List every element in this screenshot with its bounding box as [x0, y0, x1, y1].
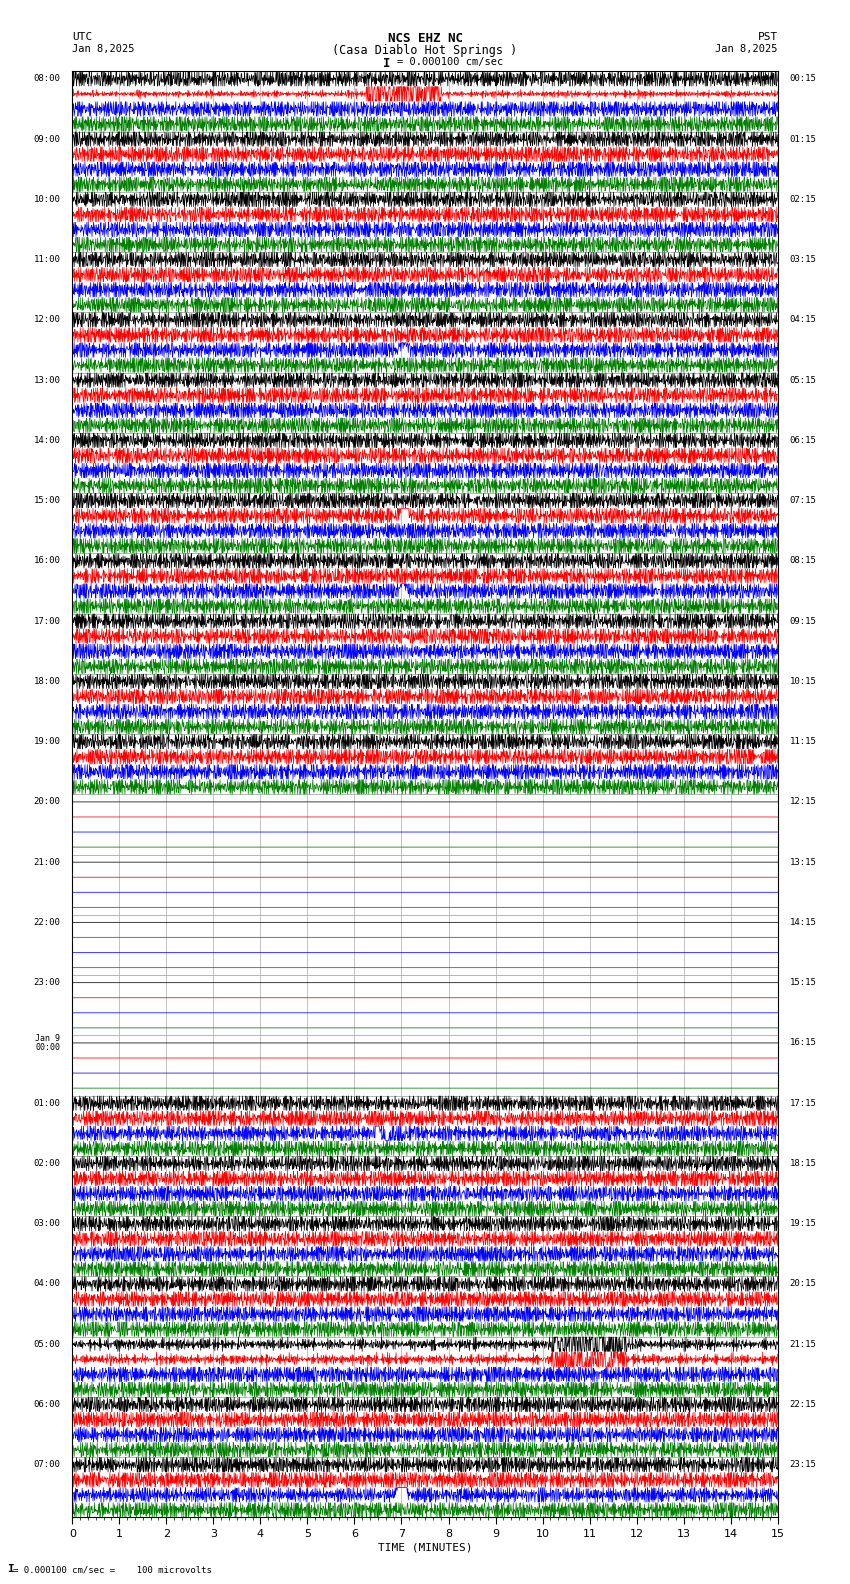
Text: Jan 8,2025: Jan 8,2025 — [715, 44, 778, 54]
Text: 04:00: 04:00 — [34, 1280, 60, 1288]
Text: 02:00: 02:00 — [34, 1159, 60, 1167]
Text: 03:00: 03:00 — [34, 1220, 60, 1228]
Text: 04:15: 04:15 — [790, 315, 816, 325]
Text: 17:15: 17:15 — [790, 1099, 816, 1107]
Text: 23:00: 23:00 — [34, 979, 60, 987]
Text: I: I — [383, 57, 390, 70]
Text: 14:15: 14:15 — [790, 917, 816, 927]
Text: 05:00: 05:00 — [34, 1340, 60, 1348]
Text: 07:15: 07:15 — [790, 496, 816, 505]
Text: 16:15: 16:15 — [790, 1039, 816, 1047]
Text: 01:15: 01:15 — [790, 135, 816, 144]
Text: = 0.000100 cm/sec: = 0.000100 cm/sec — [397, 57, 503, 67]
Text: UTC: UTC — [72, 32, 93, 41]
Text: 11:00: 11:00 — [34, 255, 60, 265]
Text: 10:15: 10:15 — [790, 676, 816, 686]
Text: 06:15: 06:15 — [790, 436, 816, 445]
Text: 15:00: 15:00 — [34, 496, 60, 505]
Text: 18:15: 18:15 — [790, 1159, 816, 1167]
Text: 09:00: 09:00 — [34, 135, 60, 144]
Text: 07:00: 07:00 — [34, 1460, 60, 1470]
Text: 03:15: 03:15 — [790, 255, 816, 265]
Text: 00:00: 00:00 — [36, 1042, 60, 1052]
Text: Jan 8,2025: Jan 8,2025 — [72, 44, 135, 54]
Text: 01:00: 01:00 — [34, 1099, 60, 1107]
Text: 23:15: 23:15 — [790, 1460, 816, 1470]
Text: 21:00: 21:00 — [34, 857, 60, 866]
Text: 06:00: 06:00 — [34, 1400, 60, 1410]
Text: 20:00: 20:00 — [34, 797, 60, 806]
Text: 13:00: 13:00 — [34, 375, 60, 385]
Text: 21:15: 21:15 — [790, 1340, 816, 1348]
Text: 15:15: 15:15 — [790, 979, 816, 987]
Text: 14:00: 14:00 — [34, 436, 60, 445]
Text: = 0.000100 cm/sec =    100 microvolts: = 0.000100 cm/sec = 100 microvolts — [13, 1565, 212, 1574]
Text: NCS EHZ NC: NCS EHZ NC — [388, 32, 462, 44]
Text: 09:15: 09:15 — [790, 616, 816, 626]
Text: 05:15: 05:15 — [790, 375, 816, 385]
Text: 11:15: 11:15 — [790, 737, 816, 746]
Text: 19:00: 19:00 — [34, 737, 60, 746]
Text: 18:00: 18:00 — [34, 676, 60, 686]
Text: 12:15: 12:15 — [790, 797, 816, 806]
X-axis label: TIME (MINUTES): TIME (MINUTES) — [377, 1543, 473, 1552]
Text: 08:00: 08:00 — [34, 74, 60, 84]
Text: 16:00: 16:00 — [34, 556, 60, 565]
Text: 02:15: 02:15 — [790, 195, 816, 204]
Text: 22:15: 22:15 — [790, 1400, 816, 1410]
Text: 12:00: 12:00 — [34, 315, 60, 325]
Text: PST: PST — [757, 32, 778, 41]
Text: 20:15: 20:15 — [790, 1280, 816, 1288]
Text: 22:00: 22:00 — [34, 917, 60, 927]
Text: 10:00: 10:00 — [34, 195, 60, 204]
Text: I: I — [7, 1565, 14, 1574]
Text: 13:15: 13:15 — [790, 857, 816, 866]
Text: Jan 9: Jan 9 — [36, 1034, 60, 1042]
Text: 17:00: 17:00 — [34, 616, 60, 626]
Text: 00:15: 00:15 — [790, 74, 816, 84]
Text: (Casa Diablo Hot Springs ): (Casa Diablo Hot Springs ) — [332, 44, 518, 57]
Text: 08:15: 08:15 — [790, 556, 816, 565]
Text: 19:15: 19:15 — [790, 1220, 816, 1228]
